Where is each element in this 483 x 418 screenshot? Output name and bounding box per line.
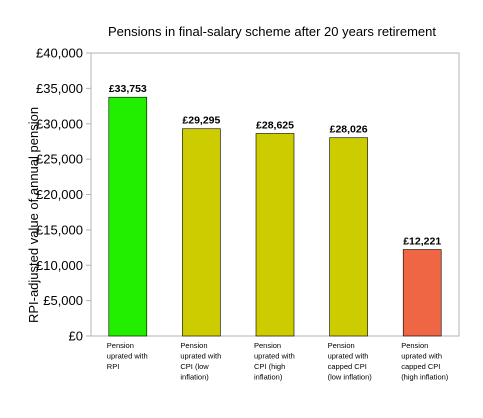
y-tick-label: £0 [69, 329, 83, 344]
x-tick-label-line: uprated with [254, 352, 295, 361]
y-tick-label: £15,000 [36, 222, 83, 237]
x-tick-label-line: uprated with [180, 352, 221, 361]
x-tick-label: Pension uprated with RPI [107, 341, 148, 371]
y-tick-label: £25,000 [36, 152, 83, 167]
x-tick-label-line: uprated with [328, 352, 369, 361]
x-tick-label-line: (high inflation) [401, 373, 449, 382]
chart-title: Pensions in final-salary scheme after 20… [108, 24, 436, 39]
x-tick-label-line: Pension [401, 341, 428, 350]
y-tick-label: £35,000 [36, 81, 83, 96]
x-tick-label-line: (low inflation) [328, 373, 373, 382]
data-label: £29,295 [182, 115, 220, 127]
data-label: £28,625 [256, 119, 294, 131]
x-tick-label-line: capped CPI [328, 362, 367, 371]
x-tick-label-line: Pension [328, 341, 355, 350]
x-tick-label-line: uprated with [401, 352, 442, 361]
x-tick-label-line: inflation) [180, 373, 209, 382]
x-tick-label-line: inflation) [254, 373, 283, 382]
y-tick-label: £5,000 [43, 293, 83, 308]
data-label: £33,753 [109, 83, 147, 95]
bars [108, 96, 442, 337]
bar [402, 249, 442, 337]
data-label: £28,026 [330, 124, 368, 136]
x-tick-label: Pension uprated with CPI (low inflation) [180, 341, 221, 382]
bar [255, 133, 295, 337]
y-tick-label: £10,000 [36, 258, 83, 273]
y-tick-labels: £0 £5,000 £10,000 £15,000 £20,000 £25,000 £30,… [36, 46, 83, 344]
x-tick-label-line: CPI (low [180, 362, 209, 371]
x-tick-label: Pension uprated with capped CPI (high infla… [401, 341, 449, 382]
x-tick-label-line: RPI [107, 362, 120, 371]
bar [329, 137, 368, 337]
x-tick-label-line: Pension [180, 341, 207, 350]
x-tick-label-line: Pension [107, 341, 134, 350]
y-tick-label: £30,000 [36, 116, 83, 131]
x-tick-label: Pension uprated with CPI (high inflation) [254, 341, 295, 382]
x-tick-label: Pension uprated with capped CPI (low inflat… [328, 341, 373, 382]
y-tick-label: £40,000 [36, 46, 83, 61]
bar [182, 128, 221, 337]
data-labels: £33,753 £29,295 £28,625 £28,026 £12,221 [109, 83, 442, 247]
data-label: £12,221 [403, 236, 441, 248]
x-tick-label-line: CPI (high [254, 362, 285, 371]
bar [108, 96, 148, 337]
x-tick-label-line: Pension [254, 341, 281, 350]
x-tick-label-line: capped CPI [401, 362, 440, 371]
y-axis-label: RPI-adjusted value of annual pension [26, 107, 41, 323]
x-tick-label-line: uprated with [107, 352, 148, 361]
y-tick-label: £20,000 [36, 187, 83, 202]
